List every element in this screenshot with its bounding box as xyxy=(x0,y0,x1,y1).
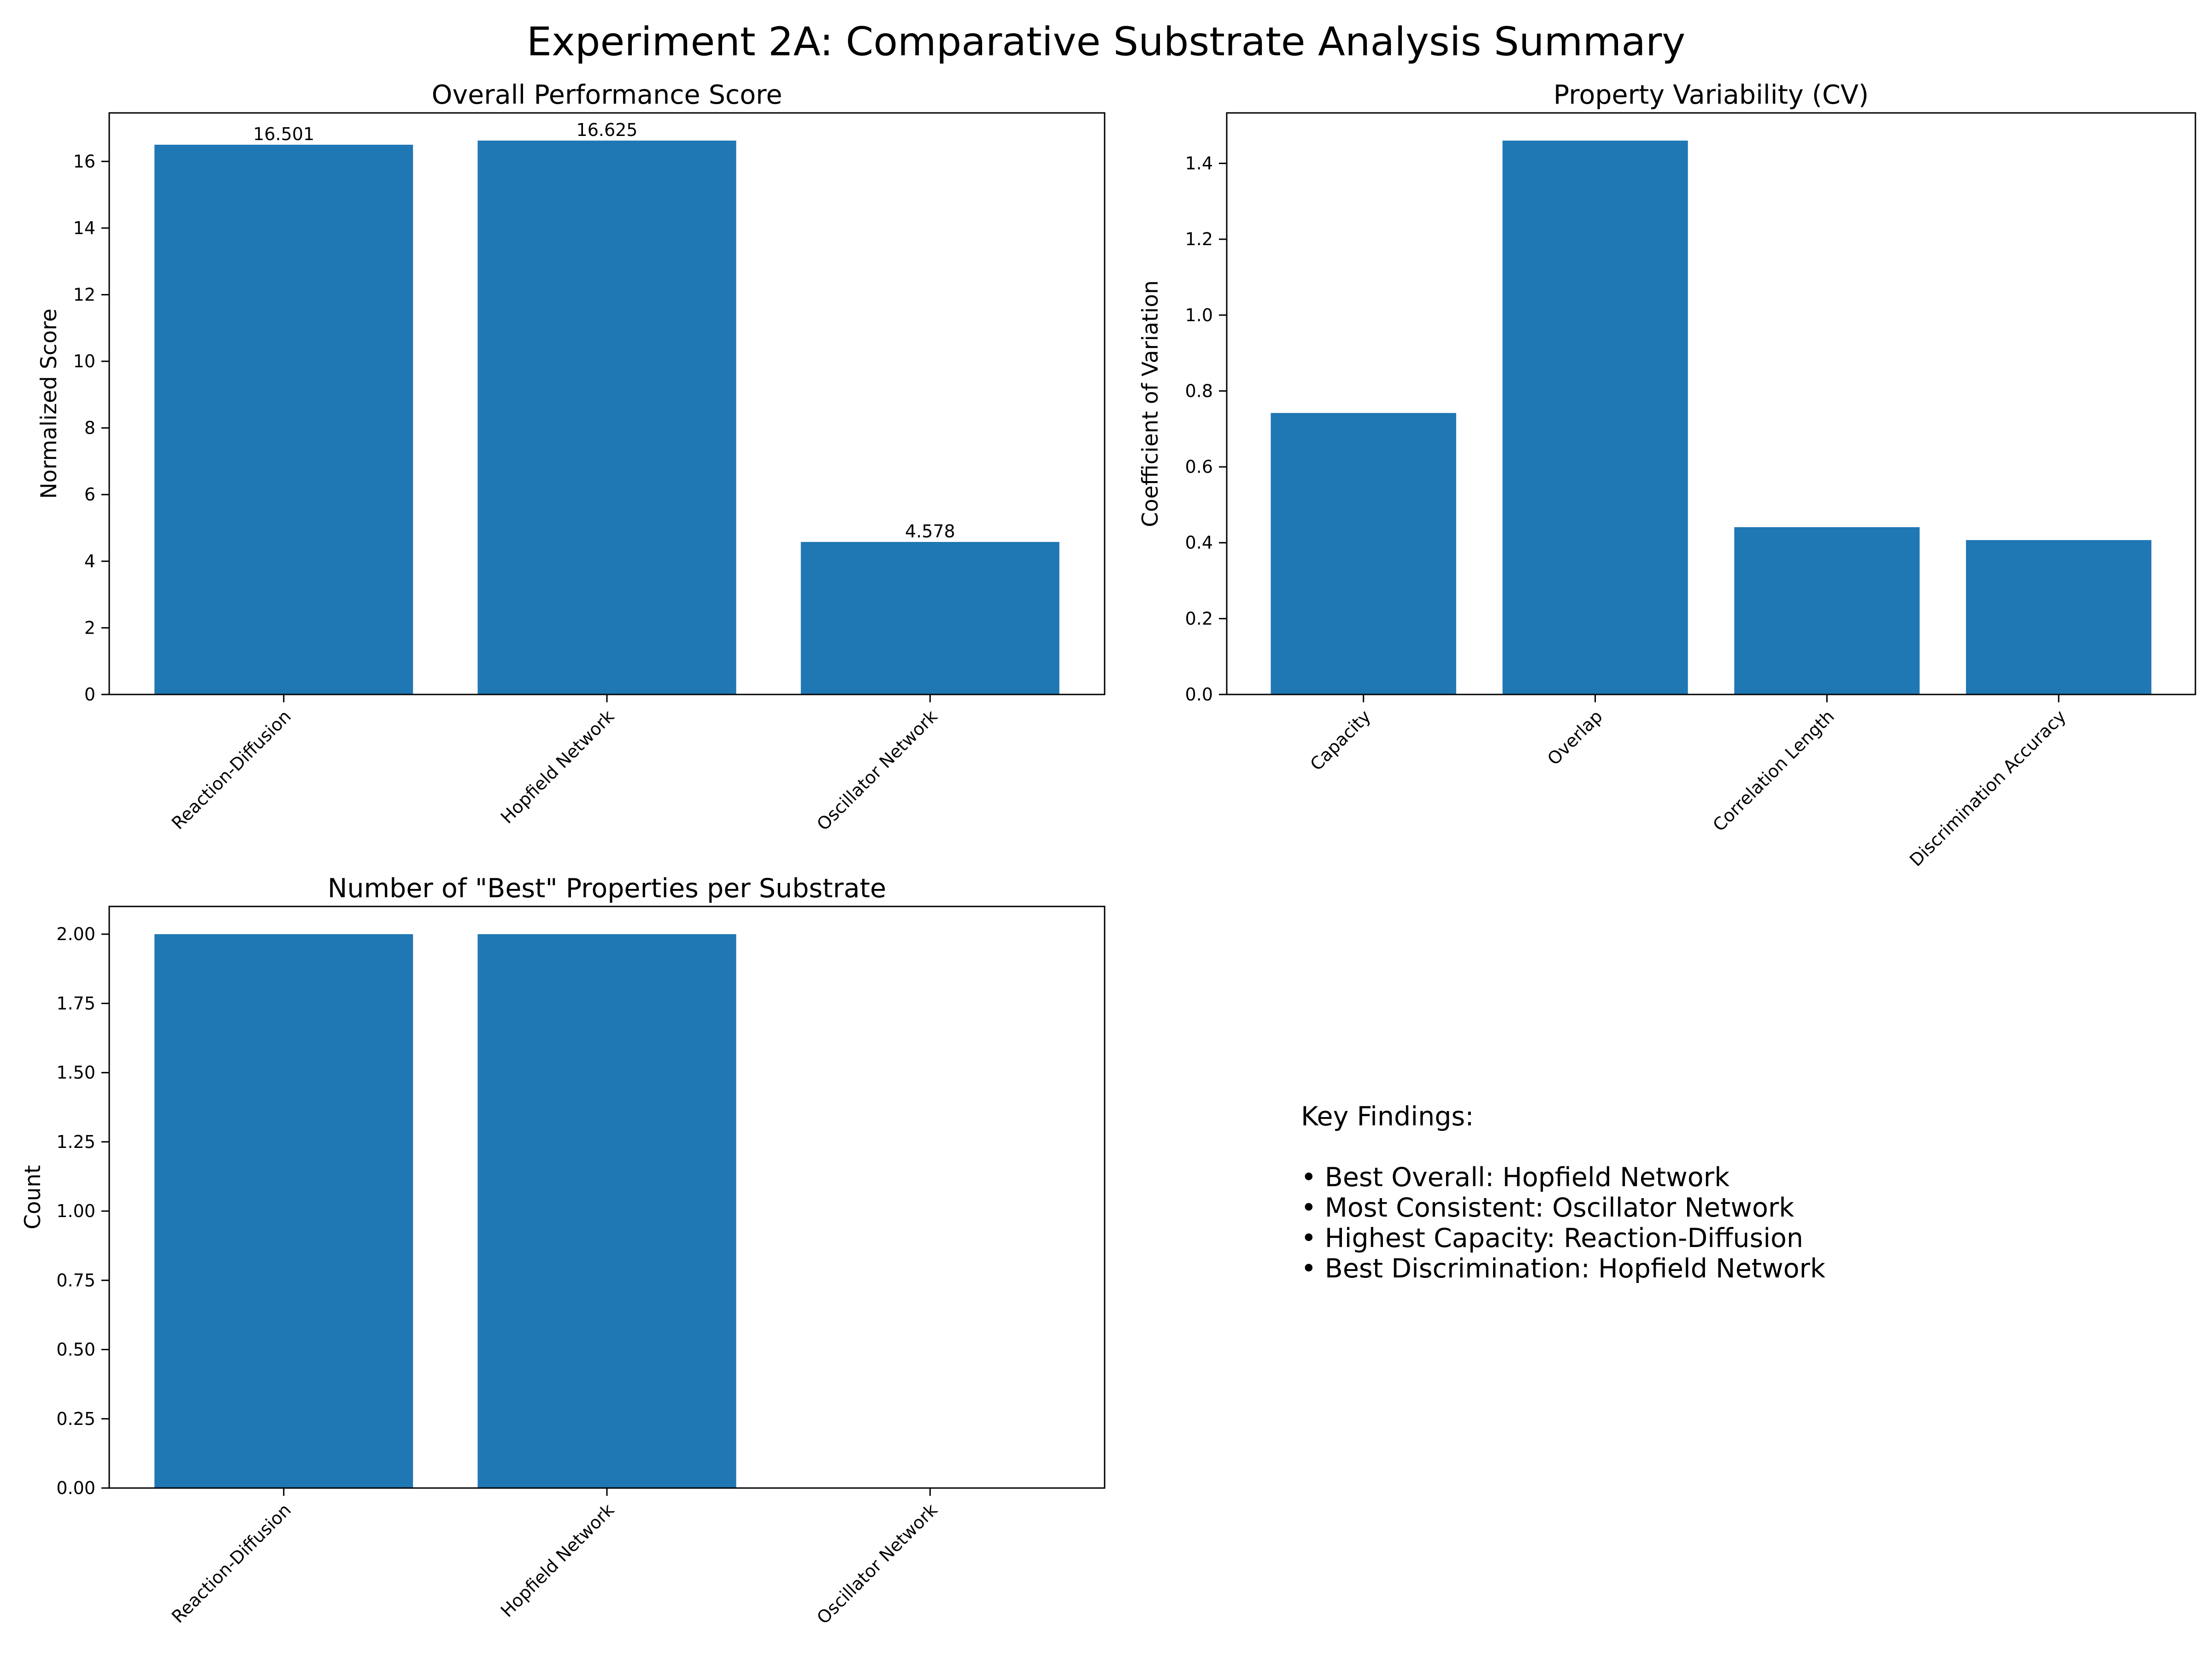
figure-title: Experiment 2A: Comparative Substrate Ana… xyxy=(526,19,1686,65)
bar-reaction-diffusion xyxy=(154,934,413,1488)
y-tick-label: 2 xyxy=(84,618,95,638)
y-tick-label: 1.0 xyxy=(1185,305,1213,325)
x-tick-label: Discrimination Accuracy xyxy=(1906,706,2070,870)
y-tick-label: 0.4 xyxy=(1185,533,1213,553)
bar-hopfield-network xyxy=(477,141,736,695)
key-finding-item: • Most Consistent: Oscillator Network xyxy=(1301,1193,1794,1223)
y-tick-label: 0 xyxy=(84,684,95,705)
y-tick-label: 4 xyxy=(84,551,95,571)
y-tick-label: 1.50 xyxy=(56,1063,95,1083)
y-axis-label: Normalized Score xyxy=(36,308,62,499)
y-tick-label: 2.00 xyxy=(56,924,95,944)
y-tick-label: 0.6 xyxy=(1185,457,1213,477)
y-tick-label: 1.2 xyxy=(1185,229,1213,249)
y-tick-label: 1.00 xyxy=(56,1201,95,1221)
y-tick-label: 0.00 xyxy=(56,1478,95,1498)
y-tick-label: 1.25 xyxy=(56,1132,95,1152)
bar-correlation-length xyxy=(1734,527,1920,694)
x-tick-label: Reaction-Diffusion xyxy=(168,1500,295,1627)
chart-title: Number of "Best" Properties per Substrat… xyxy=(328,873,886,904)
key-findings-spacer xyxy=(1301,1132,1825,1162)
y-tick-label: 0.50 xyxy=(56,1340,95,1360)
x-tick-label: Hopfield Network xyxy=(497,1500,618,1621)
bar-hopfield-network xyxy=(477,934,736,1488)
y-tick-label: 1.4 xyxy=(1185,153,1213,173)
y-tick-label: 10 xyxy=(73,351,95,371)
x-tick-label: Capacity xyxy=(1306,706,1375,775)
x-tick-label: Oscillator Network xyxy=(813,1500,941,1628)
key-finding-item: • Highest Capacity: Reaction-Diffusion xyxy=(1301,1223,1804,1253)
key-finding-item: • Best Discrimination: Hopfield Network xyxy=(1301,1253,1826,1284)
bar-capacity xyxy=(1271,413,1456,694)
y-axis-label: Coefficient of Variation xyxy=(1138,280,1163,527)
bar-overlap xyxy=(1502,141,1688,695)
axes-frame xyxy=(1226,112,2196,695)
y-axis-label: Count xyxy=(20,1165,46,1230)
x-tick-label: Reaction-Diffusion xyxy=(168,706,295,833)
bar-value-label: 4.578 xyxy=(905,521,955,541)
y-tick-label: 0.8 xyxy=(1185,381,1213,401)
bar-reaction-diffusion xyxy=(154,145,413,694)
key-finding-item: • Best Overall: Hopfield Network xyxy=(1301,1162,1730,1193)
key-findings-panel: Key Findings: • Best Overall: Hopfield N… xyxy=(1301,1101,1825,1284)
x-tick-label: Overlap xyxy=(1543,706,1606,769)
y-tick-label: 14 xyxy=(73,218,95,238)
bar-value-label: 16.501 xyxy=(253,124,314,144)
key-findings-heading: Key Findings: xyxy=(1301,1101,1474,1132)
y-tick-label: 0.75 xyxy=(56,1270,95,1290)
y-tick-label: 0.2 xyxy=(1185,608,1213,629)
y-tick-label: 1.75 xyxy=(56,993,95,1013)
y-tick-label: 6 xyxy=(84,484,95,505)
bar-oscillator-network xyxy=(800,542,1059,694)
bar-discrimination-accuracy xyxy=(1966,540,2152,694)
chart-title: Property Variability (CV) xyxy=(1553,80,1869,110)
bar-value-label: 16.625 xyxy=(577,120,638,140)
y-tick-label: 0.25 xyxy=(56,1409,95,1429)
y-tick-label: 8 xyxy=(84,418,95,438)
x-tick-label: Correlation Length xyxy=(1709,706,1838,835)
y-tick-label: 12 xyxy=(73,284,95,305)
y-tick-label: 0.0 xyxy=(1185,684,1213,705)
x-tick-label: Hopfield Network xyxy=(497,706,618,828)
y-tick-label: 16 xyxy=(73,151,95,171)
chart-title: Overall Performance Score xyxy=(432,80,782,110)
x-tick-label: Oscillator Network xyxy=(813,706,941,835)
